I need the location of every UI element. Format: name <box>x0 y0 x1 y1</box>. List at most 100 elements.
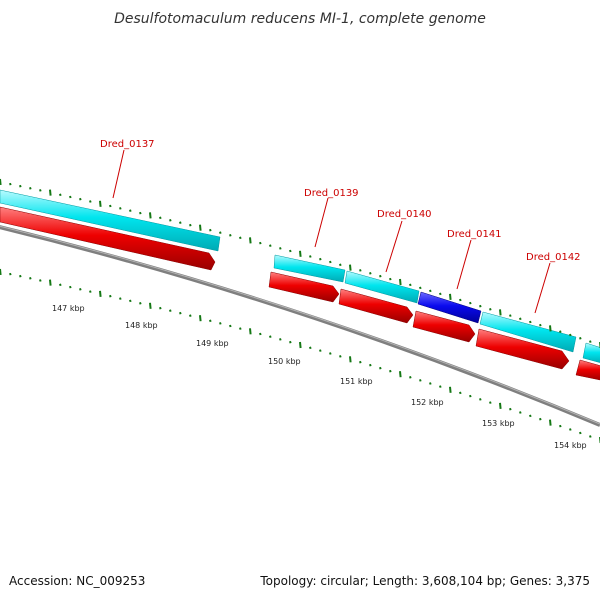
inner-tick-mark <box>209 319 212 323</box>
scale-label-150kbp: 150 kbp <box>268 357 301 366</box>
outer-tick-mark <box>379 274 382 278</box>
gene-label-dred-0141[interactable]: Dred_0141 <box>447 229 502 240</box>
inner-tick-mark <box>519 411 522 414</box>
outer-tick-mark <box>589 340 592 343</box>
inner-tick-mark <box>0 268 2 276</box>
genome-backbone <box>0 225 600 427</box>
cds-feature-red-4[interactable] <box>412 310 476 343</box>
cds-feature-dred-0139[interactable] <box>273 254 346 283</box>
inner-tick-mark <box>69 285 72 289</box>
outer-tick-mark <box>99 200 102 207</box>
inner-tick-mark <box>249 328 252 335</box>
gene-label-dred-0137[interactable]: Dred_0137 <box>100 139 155 150</box>
outer-tick-mark <box>389 277 392 281</box>
inner-tick-mark <box>279 338 282 341</box>
inner-tick-mark <box>19 274 22 278</box>
outer-tick-mark <box>449 293 452 300</box>
outer-tick-mark <box>189 223 192 227</box>
outer-tick-mark <box>359 269 362 272</box>
inner-tick-mark <box>309 346 312 350</box>
outer-tick-mark <box>399 278 402 286</box>
outer-tick-mark <box>9 182 12 186</box>
cds-feature-dred-0140[interactable] <box>344 270 420 304</box>
cds-feature-red-5[interactable] <box>475 328 570 370</box>
inner-tick-mark <box>299 341 302 349</box>
gene-label-dred-0140[interactable]: Dred_0140 <box>377 209 432 220</box>
inner-tick-mark <box>319 349 322 352</box>
inner-tick-mark <box>409 376 412 379</box>
label-line-dred-0137 <box>112 149 125 199</box>
outer-tick-row <box>0 178 600 349</box>
scale-label-154kbp: 154 kbp <box>554 441 587 450</box>
gene-label-dred-0139[interactable]: Dred_0139 <box>304 188 359 199</box>
outer-tick-mark <box>69 195 72 199</box>
inner-tick-mark <box>169 309 172 312</box>
inner-tick-mark <box>239 327 242 330</box>
scale-label-153kbp: 153 kbp <box>482 419 515 428</box>
inner-tick-mark <box>579 431 582 435</box>
inner-tick-mark <box>529 414 532 418</box>
inner-tick-mark <box>259 332 262 336</box>
outer-tick-mark <box>289 249 292 253</box>
inner-tick-mark <box>379 366 382 370</box>
inner-tick-mark <box>399 371 402 378</box>
outer-tick-mark <box>299 250 302 257</box>
forward-strand-features <box>0 189 600 364</box>
outer-tick-mark <box>279 247 282 250</box>
cds-feature-dred-0137-region[interactable] <box>0 189 221 252</box>
cds-feature-dred-0141[interactable] <box>417 291 482 324</box>
inner-tick-mark <box>499 402 502 409</box>
inner-tick-mark <box>389 369 392 373</box>
outer-tick-mark <box>529 320 532 324</box>
inner-tick-mark <box>179 311 182 315</box>
inner-tick-mark <box>439 385 442 388</box>
inner-tick-mark <box>569 428 572 431</box>
cds-feature-red-6[interactable] <box>575 359 600 381</box>
outer-tick-mark <box>509 314 512 317</box>
cds-feature-red-3[interactable] <box>338 288 414 324</box>
inner-tick-row <box>0 268 600 444</box>
outer-tick-mark <box>0 178 2 186</box>
outer-tick-mark <box>129 209 132 212</box>
outer-tick-mark <box>329 260 332 264</box>
outer-tick-mark <box>19 184 22 188</box>
cds-feature-red-1[interactable] <box>0 206 216 271</box>
outer-tick-mark <box>29 187 32 190</box>
gene-label-dred-0142[interactable]: Dred_0142 <box>526 252 581 263</box>
cds-feature-dred-0142[interactable] <box>479 311 577 353</box>
inner-tick-mark <box>489 401 492 404</box>
cds-feature-offscreen[interactable] <box>582 342 600 364</box>
outer-tick-mark <box>169 219 172 222</box>
inner-tick-mark <box>109 294 112 298</box>
inner-tick-mark <box>149 302 152 309</box>
outer-tick-mark <box>309 255 312 258</box>
inner-tick-mark <box>219 322 222 325</box>
outer-tick-mark <box>239 236 242 240</box>
outer-tick-mark <box>89 200 92 203</box>
inner-tick-mark <box>289 340 292 344</box>
outer-tick-mark <box>419 286 422 290</box>
inner-tick-mark <box>559 424 562 428</box>
outer-tick-mark <box>339 263 342 267</box>
inner-tick-mark <box>139 302 142 305</box>
outer-tick-mark <box>159 216 162 220</box>
outer-tick-mark <box>569 333 572 337</box>
inner-tick-mark <box>79 288 82 291</box>
outer-tick-mark <box>409 283 412 287</box>
cds-feature-red-2[interactable] <box>268 271 340 303</box>
outer-tick-mark <box>179 221 182 224</box>
inner-tick-mark <box>89 290 92 293</box>
label-line-dred-0140 <box>385 220 403 273</box>
outer-tick-mark <box>39 189 42 192</box>
scale-label-147kbp: 147 kbp <box>52 304 85 313</box>
inner-tick-mark <box>359 360 362 364</box>
outer-tick-mark <box>49 189 52 196</box>
inner-tick-mark <box>189 314 192 317</box>
inner-tick-mark <box>469 394 472 398</box>
inner-tick-mark <box>269 335 272 338</box>
outer-tick-mark <box>559 330 562 333</box>
outer-tick-mark <box>349 264 352 271</box>
outer-tick-mark <box>269 244 272 247</box>
accession-text: Accession: NC_009253 <box>9 574 146 588</box>
